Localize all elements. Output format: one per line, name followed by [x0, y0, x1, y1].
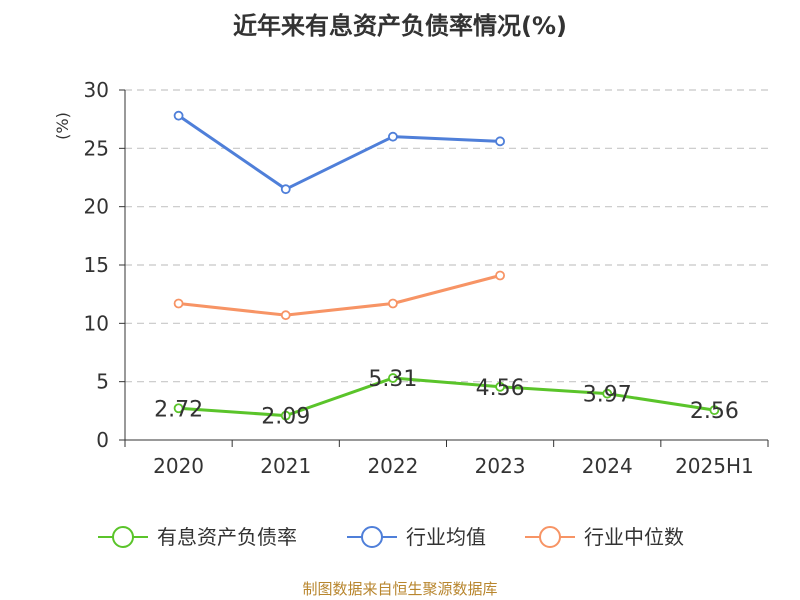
data-label: 2.09	[261, 405, 310, 430]
axis-layer: 0 5 10 15 20 25 30 2020 2021 2022 2023 2024 2025H1	[84, 78, 769, 478]
x-tick-label: 2021	[260, 454, 311, 478]
y-tick-label: 25	[84, 136, 109, 160]
legend-marker	[112, 526, 134, 548]
chart-title: 近年来有息资产负债率情况(%)	[233, 12, 567, 40]
data-point	[495, 381, 505, 392]
legend-marker	[539, 526, 561, 548]
x-tick-label: 2023	[475, 454, 526, 478]
y-tick-label: 20	[84, 195, 109, 219]
data-point	[388, 373, 398, 383]
data-label: 4.56	[476, 376, 525, 401]
series-line-2	[177, 274, 502, 317]
data-point	[280, 310, 291, 321]
data-label: 5.31	[368, 367, 417, 392]
data-point	[280, 410, 291, 421]
legend-label: 行业均值	[406, 525, 486, 549]
data-point	[709, 405, 720, 416]
x-tick-label: 2024	[582, 454, 633, 478]
data-point	[495, 270, 505, 281]
y-tick-label: 0	[96, 428, 109, 452]
data-label-layer: 2.72 2.09 5.31 4.56 3.97 2.56	[154, 367, 739, 430]
data-label: 2.56	[690, 399, 739, 424]
x-tick-label: 2025H1	[675, 454, 754, 478]
data-point	[602, 388, 613, 399]
y-tick-label: 10	[84, 311, 109, 335]
data-point	[280, 184, 291, 195]
legend-marker	[361, 526, 383, 548]
grid-layer	[125, 89, 768, 383]
series-line-0	[177, 376, 716, 418]
x-tick-label: 2022	[367, 454, 418, 478]
data-point	[388, 131, 398, 142]
data-label: 2.72	[154, 397, 203, 422]
data-label: 3.97	[583, 383, 632, 408]
data-point	[173, 403, 184, 414]
y-axis-label: (%)	[53, 112, 72, 140]
legend: 有息资产负债率 行业均值 行业中位数	[98, 525, 684, 549]
data-point	[173, 298, 184, 309]
data-point	[495, 136, 505, 147]
data-point	[173, 110, 184, 121]
series-layer	[173, 110, 720, 421]
y-tick-label: 5	[96, 370, 109, 394]
x-tick-label: 2020	[153, 454, 204, 478]
data-point	[388, 298, 398, 309]
legend-label: 行业中位数	[584, 525, 684, 549]
source-note: 制图数据来自恒生聚源数据库	[302, 580, 498, 598]
series-line-1	[177, 114, 502, 191]
y-tick-label: 30	[84, 78, 109, 102]
legend-label: 有息资产负债率	[157, 525, 297, 549]
y-tick-label: 15	[84, 253, 109, 277]
